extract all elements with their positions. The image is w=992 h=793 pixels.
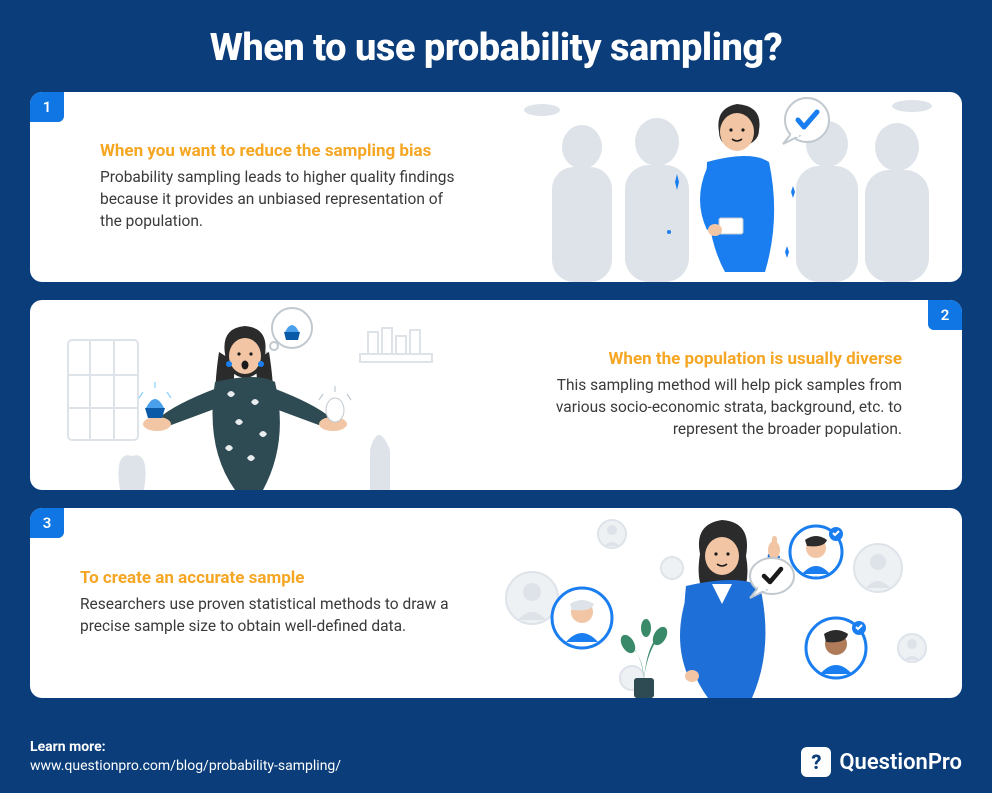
card-2-body: This sampling method will help pick samp… bbox=[532, 375, 902, 440]
learn-more-label: Learn more: bbox=[30, 738, 341, 758]
woman-weighing-cupcakes-illustration bbox=[60, 300, 440, 490]
page-title: When to use probability sampling? bbox=[30, 26, 962, 70]
group-with-check-illustration bbox=[522, 92, 942, 282]
card-2-badge: 2 bbox=[928, 300, 962, 330]
learn-more: Learn more: www.questionpro.com/blog/pro… bbox=[30, 738, 341, 777]
card-3-body: Researchers use proven statistical metho… bbox=[80, 594, 460, 637]
brand: ? QuestionPro bbox=[801, 747, 962, 777]
brand-name: QuestionPro bbox=[839, 750, 962, 775]
card-2-text: When the population is usually diverse T… bbox=[532, 300, 962, 490]
card-3: 3 To create an accurate sample Researche… bbox=[30, 508, 962, 698]
card-2-heading: When the population is usually diverse bbox=[532, 349, 902, 369]
brand-mark-icon: ? bbox=[801, 747, 831, 777]
card-3-heading: To create an accurate sample bbox=[80, 568, 460, 588]
woman-selecting-avatars-illustration bbox=[472, 508, 932, 698]
learn-more-url: www.questionpro.com/blog/probability-sam… bbox=[30, 757, 341, 777]
infographic-page: When to use probability sampling? 1 When… bbox=[0, 0, 992, 793]
footer: Learn more: www.questionpro.com/blog/pro… bbox=[30, 738, 962, 777]
card-1-text: When you want to reduce the sampling bia… bbox=[30, 92, 460, 282]
card-3-badge: 3 bbox=[30, 508, 64, 538]
card-1: 1 When you want to reduce the sampling b… bbox=[30, 92, 962, 282]
card-1-heading: When you want to reduce the sampling bia… bbox=[100, 141, 460, 161]
card-3-text: To create an accurate sample Researchers… bbox=[30, 508, 460, 698]
card-1-badge: 1 bbox=[30, 92, 64, 122]
card-2: 2 bbox=[30, 300, 962, 490]
cards-container: 1 When you want to reduce the sampling b… bbox=[30, 92, 962, 724]
card-1-body: Probability sampling leads to higher qua… bbox=[100, 167, 460, 232]
